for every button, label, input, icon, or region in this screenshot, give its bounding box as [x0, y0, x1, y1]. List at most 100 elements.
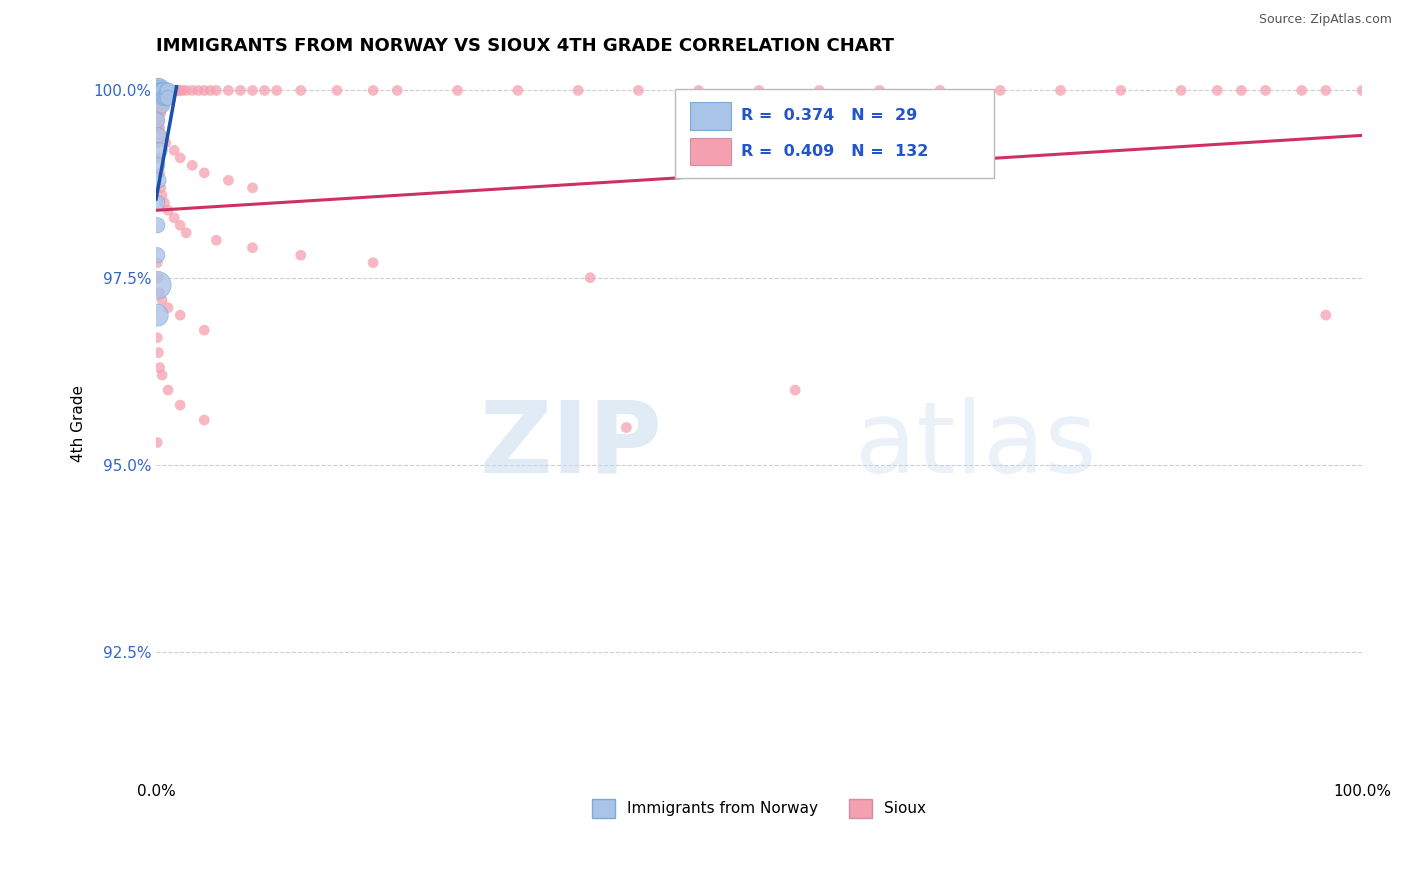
Point: [155, 136, 177, 150]
Point: [157, 83, 180, 97]
Point: [157, 83, 180, 97]
Point: [153, 195, 176, 210]
Point: [146, 256, 169, 270]
Point: [150, 98, 173, 112]
Point: [148, 91, 170, 105]
Point: [152, 83, 174, 97]
Point: [169, 83, 191, 97]
Point: [148, 270, 170, 285]
Point: [153, 98, 176, 112]
Text: IMMIGRANTS FROM NORWAY VS SIOUX 4TH GRADE CORRELATION CHART: IMMIGRANTS FROM NORWAY VS SIOUX 4TH GRAD…: [156, 37, 894, 55]
Point: [869, 83, 891, 97]
Point: [150, 98, 173, 112]
Point: [174, 83, 197, 97]
Point: [149, 181, 172, 195]
Point: [157, 83, 180, 97]
Text: atlas: atlas: [855, 397, 1097, 493]
Point: [156, 83, 179, 97]
Point: [1254, 83, 1277, 97]
Point: [152, 91, 174, 105]
Point: [172, 83, 194, 97]
Point: [148, 173, 170, 187]
Point: [326, 83, 349, 97]
Point: [148, 128, 170, 143]
Point: [169, 219, 191, 233]
Point: [446, 83, 468, 97]
Point: [146, 83, 169, 97]
Point: [146, 158, 169, 172]
Point: [148, 83, 170, 97]
Point: [808, 83, 831, 97]
Point: [205, 83, 228, 97]
Point: [146, 113, 169, 128]
Point: [155, 91, 177, 105]
Point: [149, 91, 172, 105]
Point: [1206, 83, 1229, 97]
Point: [193, 323, 215, 337]
Point: [150, 83, 173, 97]
Point: [156, 91, 179, 105]
Point: [627, 83, 650, 97]
Point: [1315, 83, 1337, 97]
Point: [150, 368, 173, 383]
Point: [146, 83, 169, 97]
Point: [149, 83, 172, 97]
Point: [290, 83, 312, 97]
Point: [146, 278, 169, 293]
Point: [1049, 83, 1071, 97]
Point: [150, 128, 173, 143]
Point: [149, 113, 172, 128]
Point: [156, 83, 179, 97]
Point: [157, 203, 180, 218]
Point: [149, 106, 172, 120]
Point: [148, 345, 170, 359]
FancyBboxPatch shape: [690, 137, 731, 165]
Point: [148, 120, 170, 135]
Point: [785, 383, 807, 397]
Point: [242, 83, 264, 97]
Point: [157, 383, 180, 397]
Point: [148, 113, 170, 128]
Point: [149, 83, 172, 97]
Point: [748, 83, 770, 97]
Point: [150, 91, 173, 105]
Point: [149, 144, 172, 158]
Point: [146, 136, 169, 150]
Point: [169, 308, 191, 322]
Point: [162, 83, 184, 97]
Point: [165, 83, 187, 97]
Text: R =  0.374   N =  29: R = 0.374 N = 29: [741, 108, 917, 123]
Point: [148, 151, 170, 165]
Point: [217, 83, 239, 97]
Point: [506, 83, 529, 97]
Point: [146, 219, 169, 233]
Point: [149, 83, 172, 97]
Point: [387, 83, 409, 97]
Point: [156, 83, 179, 97]
Point: [155, 91, 177, 105]
Point: [149, 91, 172, 105]
Point: [159, 83, 181, 97]
Point: [163, 144, 186, 158]
Point: [579, 270, 602, 285]
Point: [688, 83, 710, 97]
Point: [163, 83, 186, 97]
Point: [149, 98, 172, 112]
Point: [152, 83, 174, 97]
Point: [150, 83, 173, 97]
Point: [152, 91, 174, 105]
Point: [150, 83, 173, 97]
Y-axis label: 4th Grade: 4th Grade: [72, 385, 86, 462]
Point: [181, 158, 204, 172]
Point: [163, 211, 186, 225]
Point: [169, 151, 191, 165]
Point: [157, 83, 180, 97]
Point: [242, 181, 264, 195]
Point: [149, 83, 172, 97]
Point: [150, 293, 173, 308]
Point: [1230, 83, 1253, 97]
Point: [149, 106, 172, 120]
Point: [567, 83, 589, 97]
Point: [169, 398, 191, 412]
Text: Source: ZipAtlas.com: Source: ZipAtlas.com: [1258, 13, 1392, 27]
